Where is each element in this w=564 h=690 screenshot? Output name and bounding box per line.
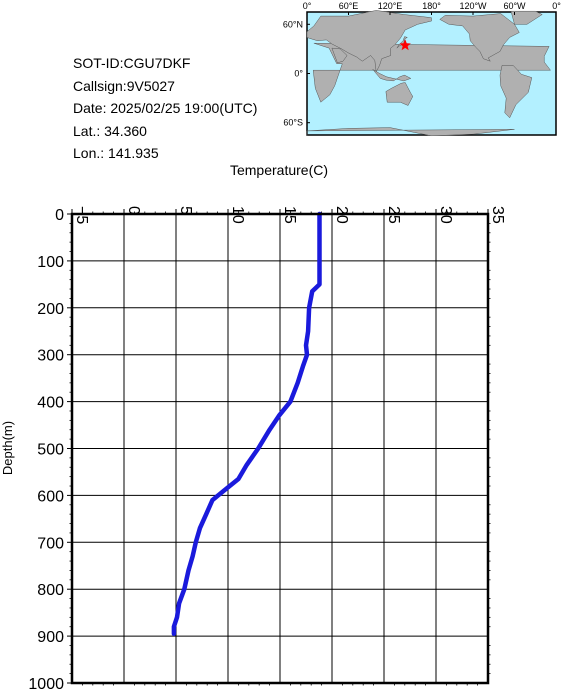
map-latitude-label: 60°N xyxy=(283,19,303,29)
y-tick-label: 900 xyxy=(37,629,64,646)
map-labels: 0° 60°E 120°E 180° 120°W 60°W 0°60°N0°60°S xyxy=(283,1,561,128)
plot-frame xyxy=(70,212,490,685)
callsign-text: Callsign:9V5027 xyxy=(73,77,175,94)
y-tick-label: 300 xyxy=(37,348,64,365)
australia-land xyxy=(385,82,414,106)
indonesia-land xyxy=(372,69,412,82)
y-tick-label: 100 xyxy=(37,254,64,271)
arabia-land xyxy=(331,47,348,64)
profile-info: SOT-ID:CGU7DKF Callsign:9V5027 Date: 202… xyxy=(73,52,257,165)
north-america-land xyxy=(439,13,520,62)
y-tick-label: 500 xyxy=(37,442,64,459)
sot-id-text: SOT-ID:CGU7DKF xyxy=(73,55,191,71)
y-tick-label: 400 xyxy=(37,395,64,412)
x-tick-label: 35 xyxy=(489,206,506,224)
map-ticks xyxy=(306,12,557,124)
location-marker-star xyxy=(399,39,411,51)
south-america-land xyxy=(499,65,533,119)
y-axis-ticks: 0 100 200 300 400 500 600 700 800 900 1000 xyxy=(28,207,491,690)
temperature-profile-line xyxy=(171,211,322,637)
y-tick-label: 700 xyxy=(37,535,64,552)
map-latitude-label: 0° xyxy=(294,69,303,79)
y-tick-label: 600 xyxy=(37,488,64,505)
map-longitude-label: 60°E xyxy=(339,1,359,11)
x-tick-label: 0 xyxy=(125,206,142,215)
longitude-text: Lon.: 141.935 xyxy=(73,145,159,161)
map-landmasses xyxy=(306,10,552,137)
latitude-text: Lat.: 34.360 xyxy=(73,122,147,139)
eurasia-land xyxy=(306,10,432,73)
map-longitude-label: 0° xyxy=(303,1,312,11)
map-longitude-label: 120°W xyxy=(459,1,487,11)
map-longitude-label: 0° xyxy=(552,1,561,11)
map-longitude-label: 120°E xyxy=(378,1,403,11)
japan-land xyxy=(396,36,408,49)
y-tick-label: 800 xyxy=(37,582,64,599)
y-tick-label: 0 xyxy=(55,207,64,224)
map-latitude-label: 60°S xyxy=(283,118,303,128)
y-tick-label: 200 xyxy=(37,301,64,318)
x-axis-ticks: −5 0 5 10 15 20 25 30 35 xyxy=(71,206,506,686)
greenland-land xyxy=(510,10,543,25)
map-longitude-label: 60°W xyxy=(503,1,526,11)
chart-grid xyxy=(71,213,489,684)
y-axis-label: Depth(m) xyxy=(0,421,15,475)
x-axis-label: Temperature(C) xyxy=(230,162,328,178)
x-tick-label: 5 xyxy=(177,206,194,215)
y-tick-label: 1000 xyxy=(28,676,64,690)
antarctica-land xyxy=(306,127,515,137)
map-longitude-label: 180° xyxy=(422,1,441,11)
date-text: Date: 2025/02/25 19:00(UTC) xyxy=(73,100,258,116)
